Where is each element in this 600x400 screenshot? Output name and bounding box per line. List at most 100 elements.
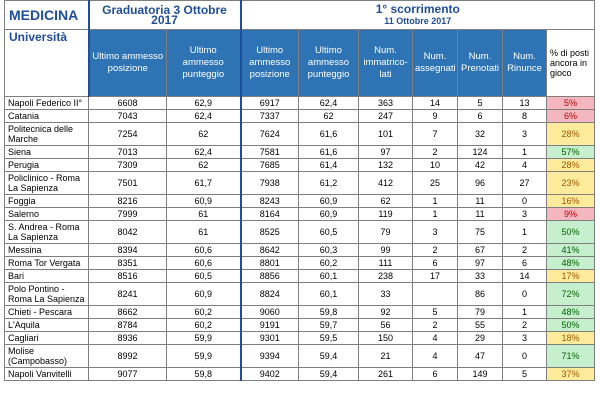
ultimo-punteggio-2-cell: 61,6	[298, 145, 359, 159]
ultimo-punteggio-cell: 62,9	[166, 96, 242, 110]
ultimo-posizione-2-cell: 8642	[240, 243, 299, 257]
pct-posti-cell: 28%	[545, 158, 596, 172]
pct-posti-cell: 37%	[545, 367, 596, 381]
universita-cell: Napoli Vanvitelli	[4, 367, 89, 381]
universita-cell: Messina	[4, 243, 89, 257]
universita-cell: Politecnica delle Marche	[4, 122, 89, 146]
num-immatricolati-cell: 101	[358, 122, 413, 146]
ultimo-posizione-cell: 7254	[88, 122, 167, 146]
ultimo-punteggio-cell: 60,6	[166, 243, 242, 257]
ultimo-posizione-2-cell: 8824	[240, 282, 299, 306]
ultimo-posizione-cell: 8351	[88, 256, 167, 270]
universita-cell: Roma Tor Vergata	[4, 256, 89, 270]
ultimo-posizione-cell: 7501	[88, 171, 167, 195]
table-row: Molise (Campobasso) 8992 59,9 9394 59,4 21 4 47…	[4, 344, 596, 368]
table-row: Napoli Federico II° 6608 62,9 6917 62,4 363 14…	[4, 96, 596, 110]
universita-cell: Chieti - Pescara	[4, 305, 89, 319]
ultimo-posizione-2-cell: 7581	[240, 145, 299, 159]
universita-cell: Policlinico - Roma La Sapienza	[4, 171, 89, 195]
table-row: Napoli Vanvitelli 9077 59,8 9402 59,4 261 6 149…	[4, 367, 596, 381]
pct-posti-cell: 50%	[545, 318, 596, 332]
ultimo-punteggio-2-cell: 62	[298, 109, 359, 123]
universita-cell: Siena	[4, 145, 89, 159]
pct-posti-cell: 28%	[545, 122, 596, 146]
ultimo-posizione-2-cell: 8856	[240, 269, 299, 283]
num-prenotati-cell: 86	[457, 282, 503, 306]
table-row: Messina 8394 60,6 8642 60,3 99 2 67 2 41%	[4, 243, 596, 257]
ultimo-punteggio-cell: 61,7	[166, 171, 242, 195]
ultimo-posizione-cell: 7999	[88, 207, 167, 221]
scorrimento-title: 1° scorrimento 11 Ottobre 2017	[239, 0, 596, 30]
pct-posti-cell: 9%	[545, 207, 596, 221]
col-num-prenotati: Num. Prenotati	[457, 29, 503, 97]
universita-cell: Polo Pontino - Roma La Sapienza	[4, 282, 89, 306]
ultimo-punteggio-2-cell: 59,8	[298, 305, 359, 319]
num-rinunce-cell: 0	[502, 194, 547, 208]
ultimo-punteggio-2-cell: 60,5	[298, 220, 359, 244]
num-assegnati-cell: 10	[412, 158, 458, 172]
universita-cell: L'Aquila	[4, 318, 89, 332]
ultimo-punteggio-2-cell: 59,7	[298, 318, 359, 332]
pct-posti-cell: 23%	[545, 171, 596, 195]
table-row: Bari 8516 60,5 8856 60,1 238 17 33 14 17%	[4, 269, 596, 283]
ultimo-posizione-2-cell: 9191	[240, 318, 299, 332]
pct-posti-cell: 5%	[545, 96, 596, 110]
num-immatricolati-cell: 150	[358, 331, 413, 345]
pct-posti-cell: 71%	[545, 344, 596, 368]
ultimo-punteggio-cell: 60,2	[166, 305, 242, 319]
num-rinunce-cell: 1	[502, 145, 547, 159]
ultimo-posizione-2-cell: 9060	[240, 305, 299, 319]
medicina-title: MEDICINA	[4, 0, 90, 30]
num-rinunce-cell: 8	[502, 109, 547, 123]
num-rinunce-cell: 0	[502, 344, 547, 368]
num-prenotati-cell: 124	[457, 145, 503, 159]
num-assegnati-cell: 1	[412, 207, 458, 221]
num-prenotati-cell: 75	[457, 220, 503, 244]
num-immatricolati-cell: 132	[358, 158, 413, 172]
universita-cell: Molise (Campobasso)	[4, 344, 89, 368]
ultimo-posizione-cell: 8241	[88, 282, 167, 306]
col-ultimo-punteggio-2: Ultimo ammesso punteggio	[298, 29, 359, 97]
table-row: Politecnica delle Marche 7254 62 7624 61,6 10…	[4, 122, 596, 146]
col-universita: Università	[4, 29, 90, 97]
num-immatricolati-cell: 238	[358, 269, 413, 283]
ultimo-punteggio-cell: 59,9	[166, 344, 242, 368]
ultimo-punteggio-cell: 59,9	[166, 331, 242, 345]
num-prenotati-cell: 29	[457, 331, 503, 345]
num-assegnati-cell: 2	[412, 145, 458, 159]
pct-posti-cell: 41%	[545, 243, 596, 257]
ultimo-posizione-2-cell: 7624	[240, 122, 299, 146]
num-assegnati-cell	[412, 282, 458, 306]
num-assegnati-cell: 2	[412, 243, 458, 257]
table-row: Cagliari 8936 59,9 9301 59,5 150 4 29 3 18%	[4, 331, 596, 345]
ultimo-punteggio-cell: 60,6	[166, 256, 242, 270]
num-prenotati-cell: 47	[457, 344, 503, 368]
universita-cell: Napoli Federico II°	[4, 96, 89, 110]
num-immatricolati-cell: 261	[358, 367, 413, 381]
pct-posti-cell: 48%	[545, 305, 596, 319]
ultimo-posizione-2-cell: 8525	[240, 220, 299, 244]
num-prenotati-cell: 6	[457, 109, 503, 123]
ultimo-posizione-2-cell: 7685	[240, 158, 299, 172]
num-rinunce-cell: 14	[502, 269, 547, 283]
table-row: L'Aquila 8784 60,2 9191 59,7 56 2 55 2 50%	[4, 318, 596, 332]
ultimo-posizione-2-cell: 9402	[240, 367, 299, 381]
ultimo-posizione-cell: 6608	[88, 96, 167, 110]
ultimo-punteggio-2-cell: 62,4	[298, 96, 359, 110]
num-assegnati-cell: 25	[412, 171, 458, 195]
ultimo-posizione-2-cell: 8801	[240, 256, 299, 270]
universita-cell: Perugia	[4, 158, 89, 172]
num-immatricolati-cell: 21	[358, 344, 413, 368]
num-immatricolati-cell: 363	[358, 96, 413, 110]
ultimo-posizione-2-cell: 8243	[240, 194, 299, 208]
num-immatricolati-cell: 79	[358, 220, 413, 244]
table-row: Chieti - Pescara 8662 60,2 9060 59,8 92 5 79 1 48…	[4, 305, 596, 319]
ultimo-punteggio-2-cell: 60,9	[298, 194, 359, 208]
col-ultimo-punteggio: Ultimo ammesso punteggio	[166, 29, 242, 97]
table-row: Foggia 8216 60,9 8243 60,9 62 1 11 0 16%	[4, 194, 596, 208]
num-rinunce-cell: 4	[502, 158, 547, 172]
ultimo-punteggio-cell: 61	[166, 207, 242, 221]
num-rinunce-cell: 5	[502, 367, 547, 381]
ultimo-posizione-2-cell: 7938	[240, 171, 299, 195]
num-prenotati-cell: 11	[457, 207, 503, 221]
